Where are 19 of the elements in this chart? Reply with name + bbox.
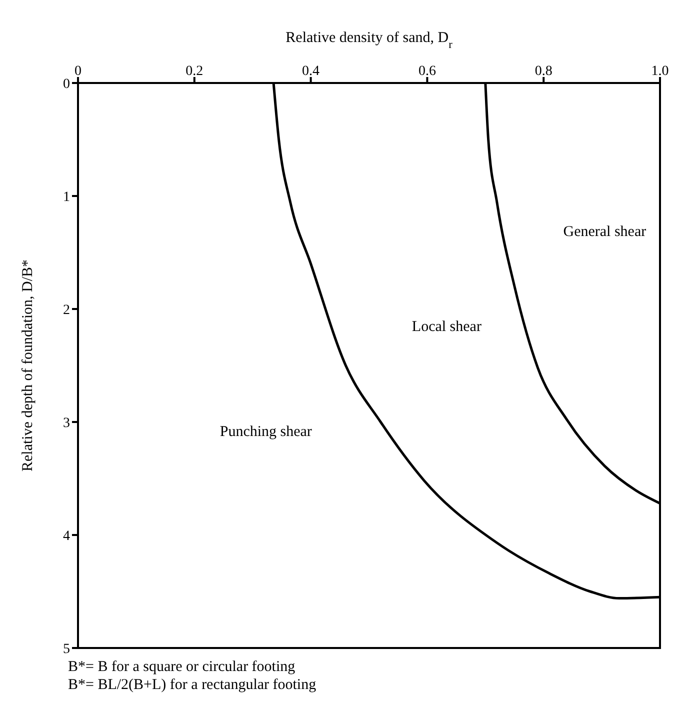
y-tick-label: 5 [63,642,70,657]
x-tick-label: 0.6 [418,64,436,79]
y-tick-label: 3 [63,416,70,431]
x-tick-label: 0.4 [302,64,320,79]
annotation: Punching shear [220,424,312,441]
x-tick-label: 0.8 [534,64,552,79]
x-tick-label: 1.0 [651,64,669,79]
y-tick-label: 4 [63,528,70,544]
y-tick-label: 2 [63,302,70,318]
x-tick-label: 0 [74,64,82,79]
y-axis-title: Relative depth of foundation, D/B* [20,259,36,472]
x-axis-title: Relative density of sand, D$_{r}$ [286,30,453,51]
text: B*= B for a square or circular footing [68,658,296,676]
y-tick-label: 1 [63,190,70,205]
annotation: Local shear [412,318,482,336]
annotation: General shear [563,224,646,242]
text: B*= BL/2(B+L) for a rectangular footing [68,676,318,694]
y-tick-label: 0 [63,76,70,92]
x-tick-label: 0.2 [186,64,204,79]
